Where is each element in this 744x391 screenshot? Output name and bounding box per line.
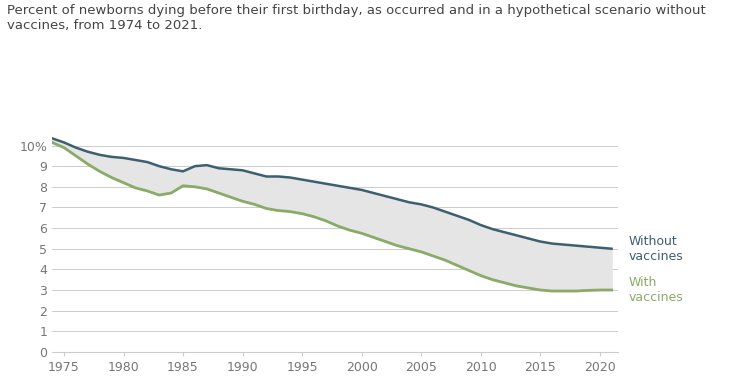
Text: Percent of newborns dying before their first birthday, as occurred and in a hypo: Percent of newborns dying before their f…: [7, 4, 706, 32]
Text: With
vaccines: With vaccines: [629, 276, 684, 304]
Text: Without
vaccines: Without vaccines: [629, 235, 684, 263]
